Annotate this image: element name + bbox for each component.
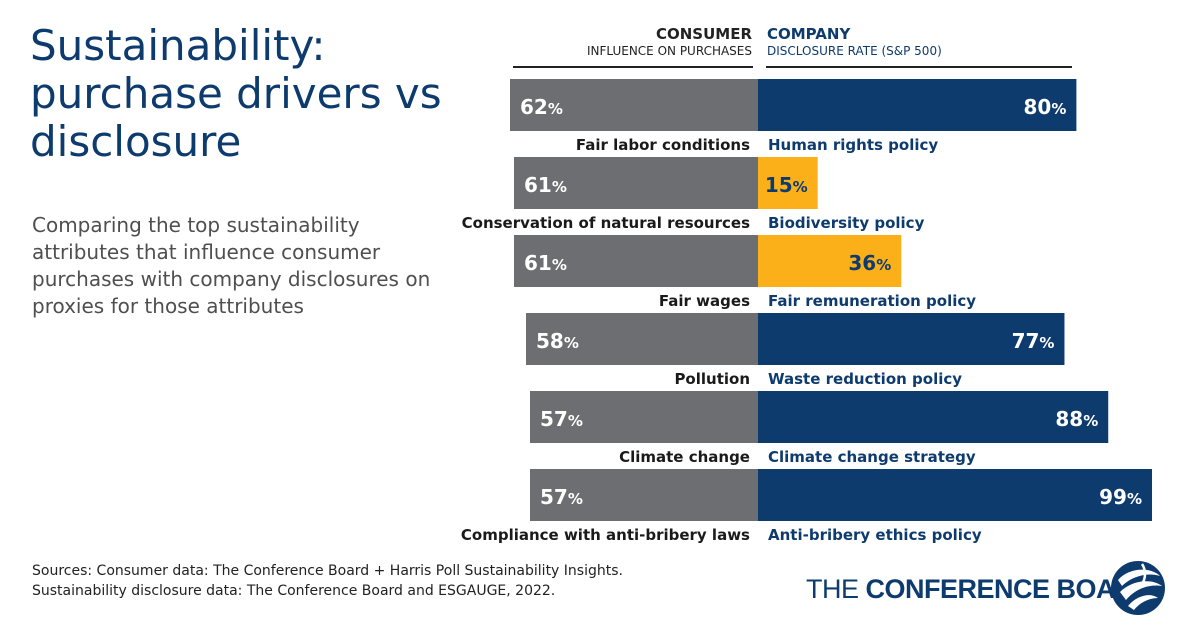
company-bar bbox=[758, 157, 818, 209]
company-header-rule bbox=[766, 66, 1072, 68]
company-value-label: 36% bbox=[848, 251, 891, 275]
sources-line-2: Sustainability disclosure data: The Conf… bbox=[32, 583, 556, 599]
globe-swoosh-icon bbox=[1111, 561, 1165, 615]
company-value-label: 99% bbox=[1099, 485, 1142, 509]
consumer-value-label: 57% bbox=[540, 485, 583, 509]
logo-word-rest: CONFERENCE BOARD bbox=[865, 574, 1154, 604]
company-category-label: Biodiversity policy bbox=[768, 214, 925, 232]
consumer-bar bbox=[510, 79, 758, 131]
logo-text: THE CONFERENCE BOARD bbox=[806, 574, 1154, 605]
consumer-value-label: 61% bbox=[524, 251, 567, 275]
consumer-category-label: Fair wages bbox=[659, 292, 750, 310]
company-bar bbox=[758, 469, 1153, 521]
page-title: Sustainability: purchase drivers vs disc… bbox=[30, 21, 442, 166]
consumer-category-label: Compliance with anti-bribery laws bbox=[461, 526, 750, 544]
company-header: COMPANY DISCLOSURE RATE (S&P 500) bbox=[767, 25, 942, 59]
consumer-category-label: Fair labor conditions bbox=[576, 136, 750, 154]
company-header-subtitle: DISCLOSURE RATE (S&P 500) bbox=[767, 44, 942, 58]
company-bar bbox=[758, 391, 1109, 443]
consumer-value-label: 61% bbox=[524, 173, 567, 197]
consumer-value-label: 57% bbox=[540, 407, 583, 431]
company-bar bbox=[758, 313, 1065, 365]
consumer-header-subtitle: INFLUENCE ON PURCHASES bbox=[586, 44, 752, 58]
consumer-header: CONSUMER INFLUENCE ON PURCHASES bbox=[587, 25, 752, 59]
company-value-label: 80% bbox=[1024, 95, 1067, 119]
sources-note: Sources: Consumer data: The Conference B… bbox=[32, 561, 732, 601]
consumer-category-label: Pollution bbox=[674, 370, 750, 388]
consumer-header-title: CONSUMER bbox=[655, 25, 752, 43]
logo-word-the: THE bbox=[806, 574, 859, 604]
company-value-label: 15% bbox=[765, 173, 808, 197]
consumer-bar bbox=[530, 391, 758, 443]
consumer-bar bbox=[530, 469, 758, 521]
consumer-bar bbox=[514, 235, 758, 287]
consumer-bar bbox=[514, 157, 758, 209]
consumer-category-label: Conservation of natural resources bbox=[462, 214, 750, 232]
company-bar bbox=[758, 79, 1077, 131]
consumer-value-label: 58% bbox=[536, 329, 579, 353]
company-category-label: Climate change strategy bbox=[768, 448, 976, 466]
conference-board-logo: THE CONFERENCE BOARD bbox=[806, 561, 1166, 615]
consumer-category-label: Climate change bbox=[619, 448, 750, 466]
company-category-label: Fair remuneration policy bbox=[768, 292, 976, 310]
company-category-label: Waste reduction policy bbox=[768, 370, 962, 388]
company-category-label: Human rights policy bbox=[768, 136, 938, 154]
company-value-label: 88% bbox=[1055, 407, 1098, 431]
sources-line-1: Sources: Consumer data: The Conference B… bbox=[32, 563, 623, 579]
company-category-label: Anti-bribery ethics policy bbox=[768, 526, 982, 544]
company-bar bbox=[758, 235, 902, 287]
page-subtitle: Comparing the top sustainability attribu… bbox=[32, 213, 431, 318]
consumer-bar bbox=[526, 313, 758, 365]
company-header-title: COMPANY bbox=[767, 25, 851, 43]
company-value-label: 77% bbox=[1012, 329, 1055, 353]
consumer-header-rule bbox=[513, 66, 753, 68]
consumer-value-label: 62% bbox=[520, 95, 563, 119]
